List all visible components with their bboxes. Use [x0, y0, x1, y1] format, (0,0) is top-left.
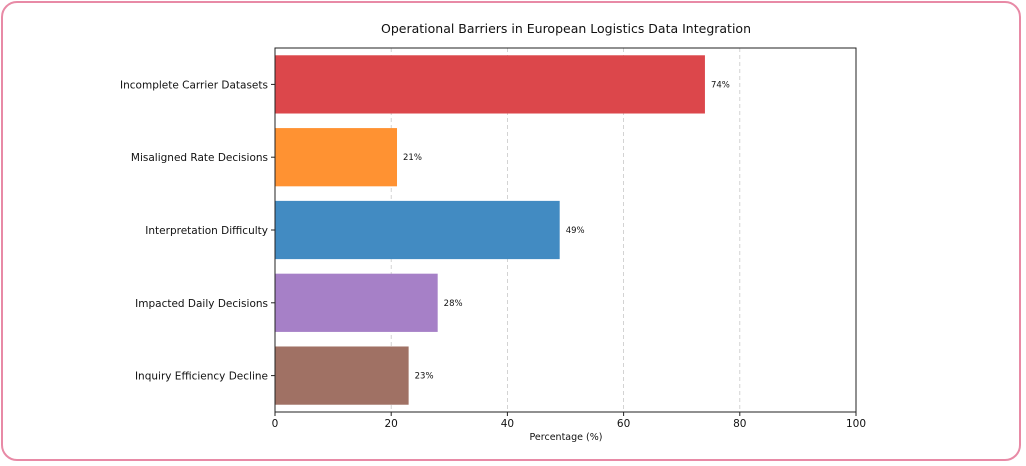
x-tick-label: 40 [501, 418, 514, 430]
bar [275, 128, 398, 187]
bar [275, 273, 438, 332]
category-label: Incomplete Carrier Datasets [120, 79, 268, 91]
bar-value-label: 74% [711, 80, 730, 90]
category-label: Inquiry Efficiency Decline [135, 371, 268, 383]
bar-value-label: 21% [403, 153, 422, 163]
bar-value-label: 28% [444, 299, 463, 309]
bar [275, 346, 409, 405]
x-tick-label: 80 [733, 418, 746, 430]
category-label: Misaligned Rate Decisions [131, 152, 268, 164]
bars: 74% 21% 49% 28% 23% [275, 55, 730, 405]
x-tick-label: 0 [272, 418, 279, 430]
chart-title: Operational Barriers in European Logisti… [381, 21, 751, 36]
x-axis-label: Percentage (%) [530, 432, 603, 443]
category-label: Impacted Daily Decisions [135, 298, 268, 310]
category-label: Interpretation Difficulty [145, 225, 268, 237]
bar [275, 200, 560, 260]
x-tick-label: 60 [617, 418, 630, 430]
y-axis-categories: Incomplete Carrier Datasets Misaligned Ra… [120, 79, 275, 383]
x-tick-label: 100 [846, 418, 866, 430]
bar [275, 55, 705, 114]
bar-value-label: 49% [566, 226, 585, 236]
x-axis-ticks: 0 20 40 60 80 100 [272, 412, 866, 430]
x-tick-label: 20 [385, 418, 398, 430]
bar-value-label: 23% [415, 372, 434, 382]
